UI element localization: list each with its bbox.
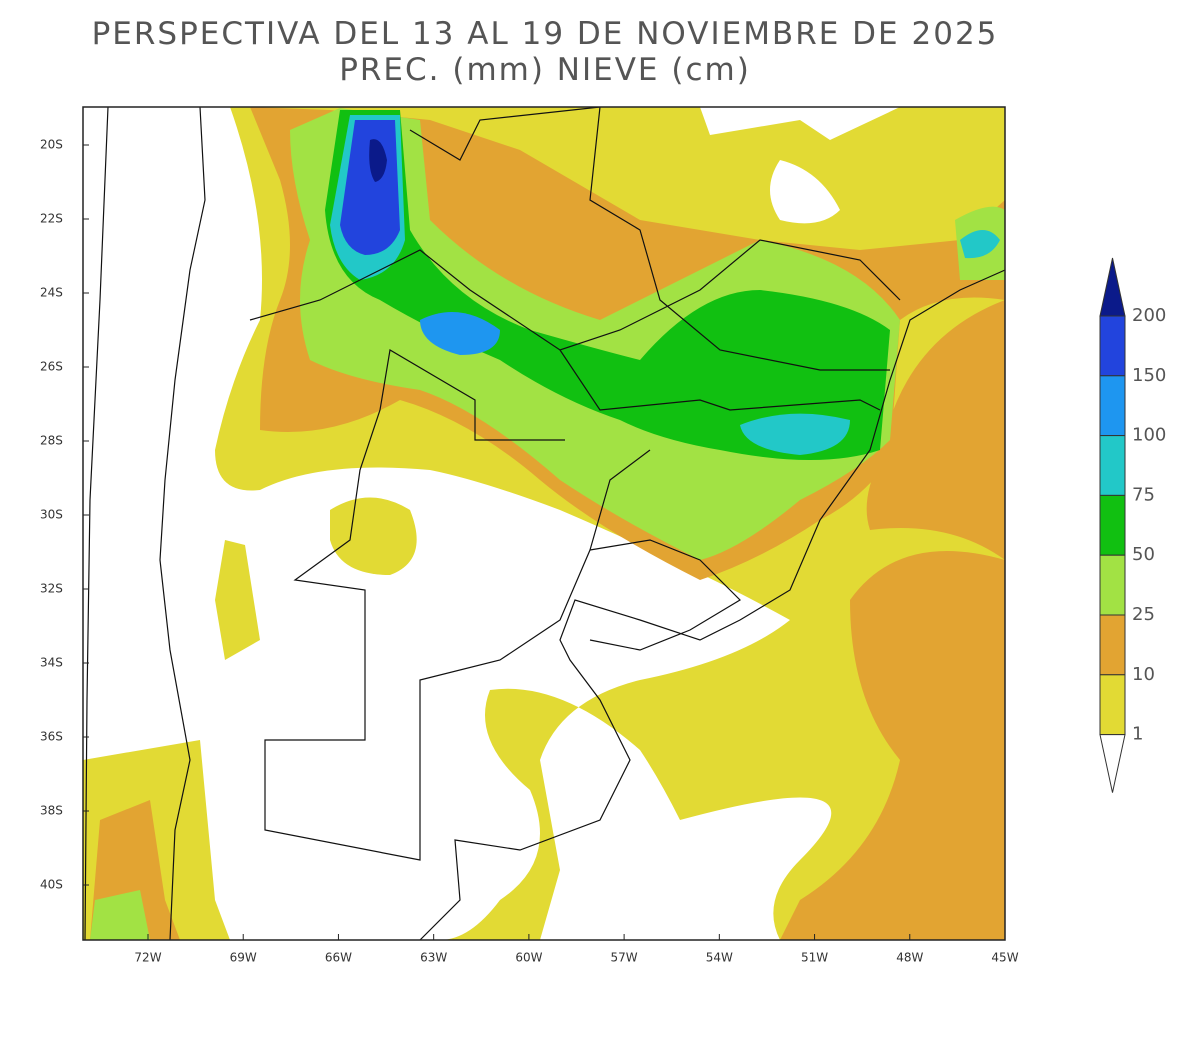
lat-label: 34S xyxy=(40,656,63,670)
title-line-1: PERSPECTIVA DEL 13 AL 19 DE NOVIEMBRE DE… xyxy=(92,16,999,52)
lon-label: 45W xyxy=(991,951,1018,965)
lon-label: 69W xyxy=(230,951,257,965)
chile-coast xyxy=(84,107,109,940)
lon-label: 66W xyxy=(325,951,352,965)
legend-box xyxy=(1099,494,1126,556)
lon-label: 63W xyxy=(420,951,447,965)
internal-border-3 xyxy=(559,349,881,411)
legend-arrow-top xyxy=(1099,257,1126,317)
atlantic-coast xyxy=(419,269,1005,940)
legend-level: 200 xyxy=(1132,305,1166,326)
legend-box xyxy=(1099,554,1126,616)
legend-arrow-bottom xyxy=(1099,734,1126,793)
lat-label: 32S xyxy=(40,582,63,596)
lat-label: 24S xyxy=(40,286,63,300)
lat-label: 30S xyxy=(40,508,63,522)
lat-label: 38S xyxy=(40,804,63,818)
legend-level: 100 xyxy=(1132,425,1166,446)
legend-level: 150 xyxy=(1132,365,1166,386)
legend: 200 150 100 75 50 25 10 1 xyxy=(1099,257,1166,793)
legend-box xyxy=(1099,375,1126,437)
uruguay-border xyxy=(589,539,741,651)
lon-label: 48W xyxy=(896,951,923,965)
lat-label: 26S xyxy=(40,360,63,374)
lon-label: 57W xyxy=(611,951,638,965)
legend-level: 25 xyxy=(1132,604,1155,625)
legend-box xyxy=(1099,614,1126,676)
legend-box xyxy=(1099,315,1126,377)
map-frame xyxy=(82,106,1006,941)
legend-level: 1 xyxy=(1132,724,1143,745)
legend-level: 50 xyxy=(1132,544,1155,565)
precipitation-field xyxy=(83,107,1005,940)
legend-box xyxy=(1099,674,1126,736)
title-line-2: PREC. (mm) NIEVE (cm) xyxy=(339,52,751,88)
legend-level: 10 xyxy=(1132,664,1155,685)
lon-label: 54W xyxy=(706,951,733,965)
andes-border xyxy=(159,107,206,940)
province-borders xyxy=(264,349,651,861)
lon-label: 51W xyxy=(801,951,828,965)
lat-label: 20S xyxy=(40,138,63,152)
legend-level: 75 xyxy=(1132,484,1155,505)
internal-border-2 xyxy=(409,107,890,371)
legend-box xyxy=(1099,435,1126,496)
lon-label: 72W xyxy=(134,951,161,965)
lat-label: 40S xyxy=(40,878,63,892)
lon-label: 60W xyxy=(515,951,542,965)
lat-label: 36S xyxy=(40,730,63,744)
internal-border-1 xyxy=(249,239,901,351)
lat-label: 22S xyxy=(40,212,63,226)
lat-label: 28S xyxy=(40,434,63,448)
